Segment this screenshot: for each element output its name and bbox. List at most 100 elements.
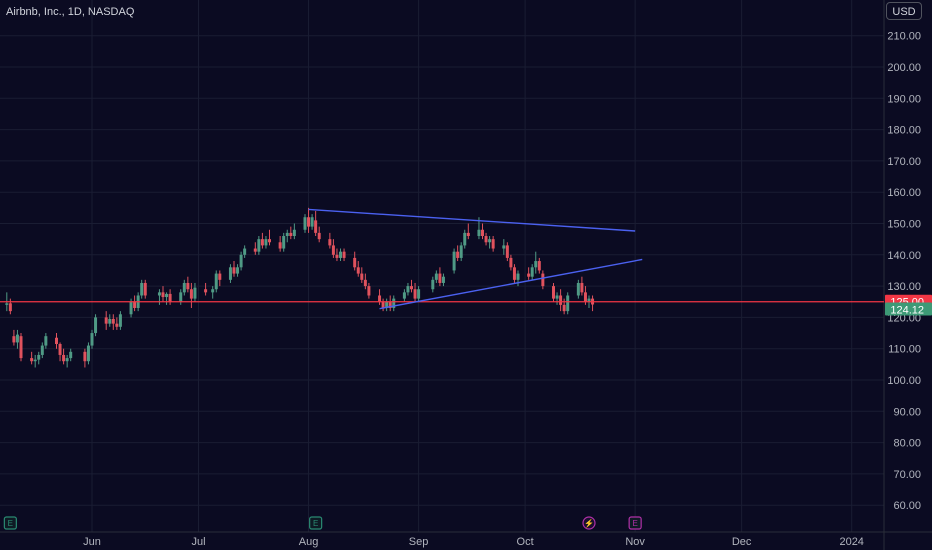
candle	[62, 348, 66, 365]
drawings[interactable]	[0, 208, 884, 310]
candle	[232, 261, 236, 277]
candle-body	[133, 301, 137, 309]
candle-body	[417, 289, 421, 299]
candle-body	[8, 303, 12, 312]
split-event-icon[interactable]: ⚡	[582, 516, 596, 530]
candle	[331, 239, 335, 258]
candle-body	[15, 334, 19, 343]
candle-body	[583, 292, 587, 302]
candle	[530, 264, 534, 280]
earnings-event-icon[interactable]: E	[3, 516, 17, 530]
candle	[108, 314, 112, 327]
candle-body	[410, 286, 413, 290]
trendline[interactable]	[308, 208, 636, 232]
candle	[576, 279, 580, 299]
candle-body	[257, 239, 261, 252]
candle	[264, 236, 268, 249]
candle-body	[182, 282, 186, 293]
candle-body	[388, 301, 392, 309]
candle	[484, 232, 488, 246]
candle	[161, 286, 165, 302]
candle	[512, 264, 516, 283]
candle-body	[33, 359, 37, 362]
candle	[534, 251, 538, 274]
candle	[292, 223, 296, 240]
candle-body	[228, 267, 232, 280]
candle-body	[552, 286, 555, 299]
candle	[115, 317, 119, 330]
candle	[385, 298, 389, 312]
candle-body	[289, 232, 293, 237]
candle	[15, 329, 19, 349]
candle	[243, 245, 247, 258]
candle-body	[193, 287, 197, 299]
event-glyph: E	[313, 519, 318, 528]
candle-body	[562, 304, 566, 312]
earnings-event-icon[interactable]: E	[309, 516, 323, 530]
candle-body	[232, 267, 236, 274]
event-markers[interactable]: E E ⚡ E	[3, 516, 642, 530]
time-tick-label: Jul	[191, 536, 205, 548]
candle	[165, 292, 169, 305]
price-tick-label: 100.00	[887, 375, 921, 387]
candle-body	[477, 229, 481, 237]
candle-body	[314, 220, 318, 233]
grid	[0, 0, 884, 532]
price-tick-label: 110.00	[888, 344, 921, 356]
candle	[491, 236, 495, 252]
candle	[438, 267, 442, 287]
candle-body	[292, 229, 296, 237]
currency-button[interactable]: USD	[886, 2, 922, 20]
candle-body	[488, 239, 492, 243]
chart-title: Airbnb, Inc., 1D, NASDAQ	[6, 6, 135, 18]
candle	[527, 267, 531, 280]
candle-body	[434, 273, 438, 280]
candle-body	[278, 242, 282, 249]
candle-body	[363, 279, 367, 287]
event-glyph: ⚡	[584, 518, 594, 528]
trendline[interactable]	[379, 258, 643, 310]
candle-body	[307, 217, 311, 227]
time-tick-label: Sep	[409, 536, 429, 548]
candle	[55, 333, 58, 349]
candle-body	[239, 254, 243, 268]
candle-body	[129, 301, 133, 315]
candle-body	[481, 229, 484, 237]
earnings-event-icon[interactable]: E	[628, 516, 642, 530]
candle	[580, 276, 584, 296]
candle	[260, 232, 264, 249]
price-tick-label: 80.00	[893, 438, 921, 450]
candle	[388, 295, 392, 312]
candle-body	[530, 267, 534, 277]
candle	[509, 254, 513, 271]
candle	[381, 298, 385, 312]
candle-body	[214, 273, 218, 290]
candle-body	[342, 251, 346, 258]
price-tick-label: 210.00	[887, 31, 921, 43]
candle-body	[90, 333, 94, 346]
candle-body	[576, 282, 580, 296]
candle	[431, 276, 435, 293]
candle-body	[37, 354, 41, 360]
candle	[328, 232, 332, 249]
candle	[406, 282, 410, 296]
candle	[30, 351, 34, 365]
candle	[367, 282, 371, 299]
candle-body	[143, 282, 147, 296]
candle-body	[58, 344, 62, 355]
candle	[555, 292, 559, 305]
candle-body	[431, 279, 435, 290]
candle	[257, 236, 261, 255]
candle-body	[587, 298, 591, 302]
candle	[268, 229, 271, 246]
candle	[516, 270, 520, 287]
time-tick-label: Nov	[625, 536, 645, 548]
candle-body	[402, 292, 406, 299]
candle	[218, 270, 222, 287]
candle	[239, 251, 243, 271]
candle	[58, 342, 62, 362]
candle	[417, 286, 421, 302]
candle-body	[484, 236, 488, 243]
time-axis[interactable]: Jun Jul Aug Sep Oct Nov Dec 2024	[83, 536, 864, 548]
